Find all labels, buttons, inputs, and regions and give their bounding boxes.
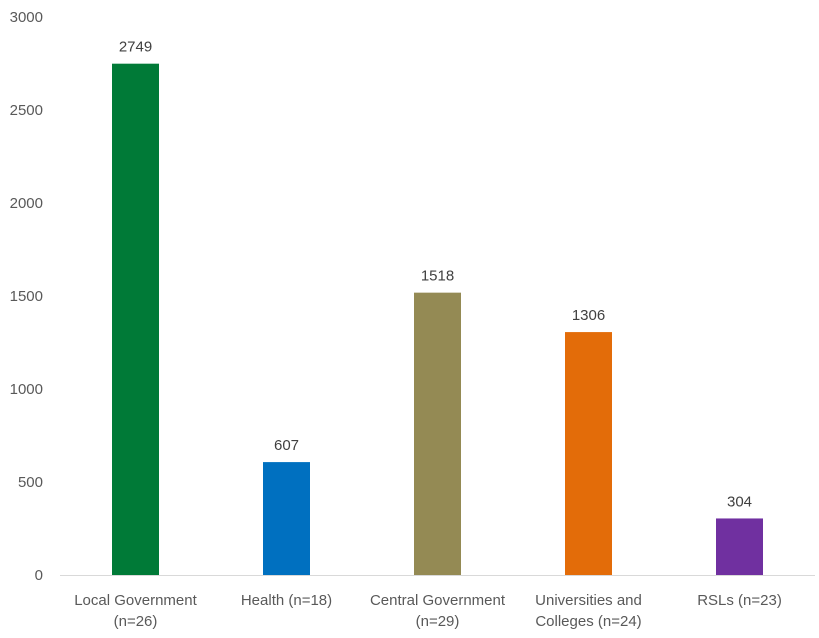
data-label: 304 (727, 493, 752, 510)
x-category-label: (n=26) (114, 613, 158, 630)
data-label: 2749 (119, 39, 152, 56)
x-category-label: (n=29) (416, 613, 460, 630)
y-tick-label: 1500 (10, 288, 43, 305)
x-category-label: RSLs (n=23) (697, 592, 782, 609)
y-tick-label: 2500 (10, 102, 43, 119)
bar (414, 292, 461, 575)
data-label: 1306 (572, 307, 605, 324)
x-category-label: Local Government (74, 592, 197, 609)
y-tick-label: 2000 (10, 195, 43, 212)
y-tick-label: 1000 (10, 381, 43, 398)
x-category-label: Health (n=18) (241, 592, 332, 609)
bar (112, 63, 159, 575)
y-tick-label: 3000 (10, 9, 43, 26)
x-category-label: Colleges (n=24) (535, 613, 641, 630)
data-label: 607 (274, 437, 299, 454)
bar (263, 462, 310, 575)
x-category-label: Universities and (535, 592, 642, 609)
bar (565, 332, 612, 575)
y-tick-label: 0 (35, 567, 43, 584)
y-tick-label: 500 (18, 474, 43, 491)
data-label: 1518 (421, 268, 454, 285)
x-category-label: Central Government (370, 592, 506, 609)
bar (716, 518, 763, 575)
